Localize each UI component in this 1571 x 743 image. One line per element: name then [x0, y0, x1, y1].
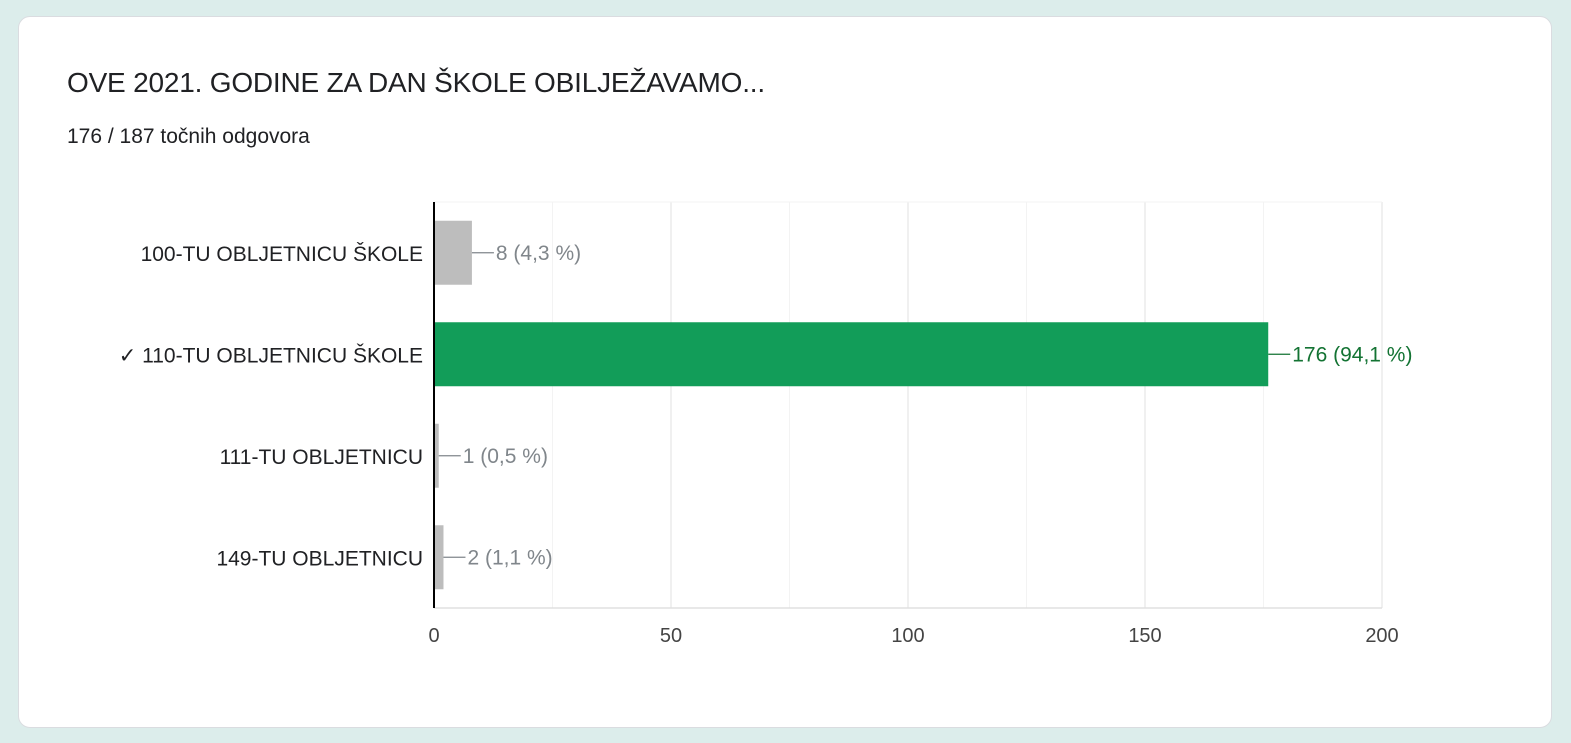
x-tick-label: 200 [1365, 625, 1398, 647]
x-tick-label: 0 [428, 625, 439, 647]
bar-2 [434, 322, 1269, 387]
x-tick-label: 100 [891, 625, 924, 647]
category-label: 149-TU OBLJETNICU [216, 547, 423, 570]
score-summary: 176 / 187 točnih odgovora [67, 125, 310, 148]
data-label: 8 (4,3 %) [496, 242, 581, 265]
question-title: OVE 2021. GODINE ZA DAN ŠKOLE OBILJEŽAVA… [67, 67, 765, 98]
bar-4 [434, 525, 444, 590]
bar-chart: 8 (4,3 %) 100-TU OBLJETNICU ŠKOLE 176 (94,… [119, 201, 1412, 647]
x-tick-label: 50 [660, 625, 682, 647]
category-label: 111-TU OBLJETNICU [220, 446, 423, 469]
bar-3 [434, 423, 439, 488]
x-tick-label: 150 [1128, 625, 1161, 647]
bar-1 [434, 220, 472, 285]
data-label: 176 (94,1 %) [1292, 343, 1412, 366]
data-label: 2 (1,1 %) [467, 546, 552, 569]
data-label: 1 (0,5 %) [463, 445, 548, 468]
category-label: ✓ 110-TU OBLJETNICU ŠKOLE [119, 344, 423, 367]
question-card: OVE 2021. GODINE ZA DAN ŠKOLE OBILJEŽAVA… [18, 16, 1552, 728]
category-label: 100-TU OBLJETNICU ŠKOLE [141, 243, 423, 266]
